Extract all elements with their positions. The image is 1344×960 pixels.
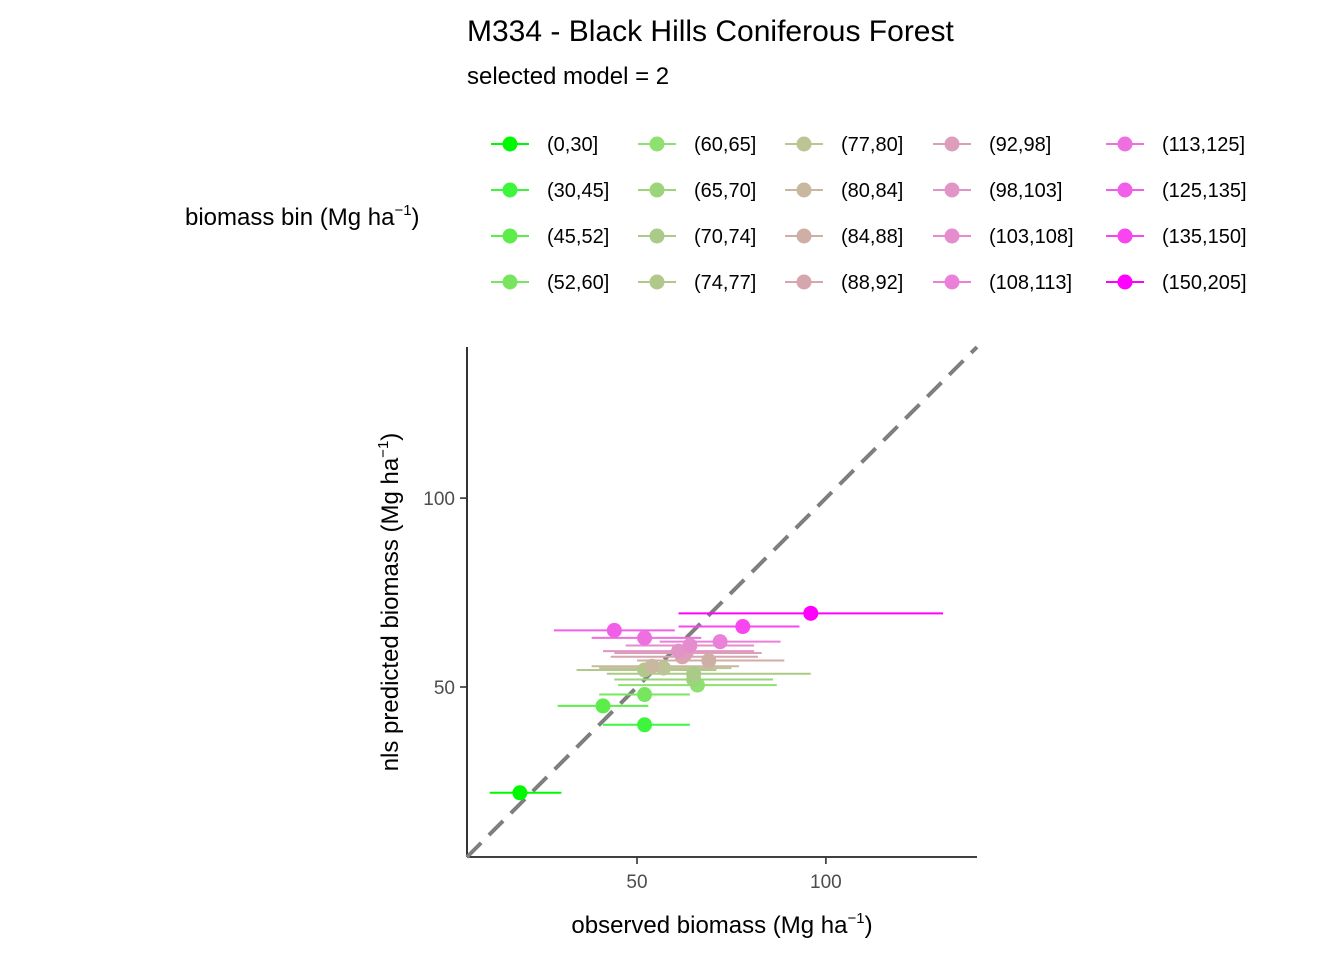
legend-label: (74,77] xyxy=(694,272,756,294)
legend-label: (135,150] xyxy=(1162,226,1247,248)
data-point xyxy=(512,785,528,801)
legend-title-sup: −1 xyxy=(394,202,411,219)
data-point xyxy=(735,619,751,635)
legend-label: (150,205] xyxy=(1162,272,1247,294)
legend-key-dot xyxy=(1117,274,1133,290)
legend-key-dot xyxy=(796,136,812,152)
data-point xyxy=(637,717,653,733)
legend-key-dot xyxy=(944,136,960,152)
y-axis-title: nls predicted biomass (Mg ha−1) xyxy=(375,433,404,772)
legend-label: (80,84] xyxy=(841,180,903,202)
legend-label: (77,80] xyxy=(841,134,903,156)
legend-label: (88,92] xyxy=(841,272,903,294)
chart-subtitle: selected model = 2 xyxy=(467,63,669,90)
plot-panel: 50 100 50 100 xyxy=(423,345,979,893)
legend-key-dot xyxy=(944,228,960,244)
x-axis-title: observed biomass (Mg ha−1) xyxy=(571,910,872,939)
legend-title: biomass bin (Mg ha−1) xyxy=(185,202,420,231)
legend-key-dot xyxy=(1117,228,1133,244)
x-tick-label: 50 xyxy=(626,872,647,893)
legend-key-dot xyxy=(1117,182,1133,198)
legend-label: (45,52] xyxy=(547,226,609,248)
data-point xyxy=(637,630,653,646)
legend-key-dot xyxy=(796,228,812,244)
legend-label: (113,125] xyxy=(1162,134,1245,156)
legend-key-dot xyxy=(502,136,518,152)
data-point xyxy=(644,658,660,674)
legend-title-close: ) xyxy=(412,204,420,231)
legend-label: (103,108] xyxy=(989,226,1074,248)
y-tick-label: 100 xyxy=(423,489,455,510)
legend-key-dot xyxy=(796,274,812,290)
legend-label: (84,88] xyxy=(841,226,903,248)
data-point xyxy=(671,643,687,659)
data-point xyxy=(803,605,819,621)
y-tick-label: 50 xyxy=(434,678,455,699)
x-axis-title-sup: −1 xyxy=(848,910,865,927)
legend-label: (92,98] xyxy=(989,134,1051,156)
legend-label: (30,45] xyxy=(547,180,609,202)
legend-key-dot xyxy=(649,274,665,290)
data-point xyxy=(686,666,702,682)
data-point xyxy=(606,622,622,638)
legend-key-dot xyxy=(649,182,665,198)
legend-label: (52,60] xyxy=(547,272,609,294)
x-axis-title-close: ) xyxy=(865,912,873,939)
legend-key-dot xyxy=(502,228,518,244)
data-points xyxy=(512,605,819,801)
data-point xyxy=(595,698,611,714)
data-point xyxy=(655,660,671,676)
legend-label: (0,30] xyxy=(547,134,598,156)
reference-line xyxy=(465,345,979,859)
axis-ticks: 50 100 50 100 xyxy=(423,489,841,893)
data-point xyxy=(637,687,653,703)
legend-key-dot xyxy=(796,182,812,198)
legend-title-text: biomass bin (Mg ha xyxy=(185,204,395,231)
legend-label: (98,103] xyxy=(989,180,1062,202)
data-point xyxy=(682,637,698,653)
legend-label: (65,70] xyxy=(694,180,756,202)
data-point xyxy=(712,634,728,650)
chart-title: M334 - Black Hills Coniferous Forest xyxy=(467,15,954,48)
legend-key-dot xyxy=(649,136,665,152)
legend-label: (60,65] xyxy=(694,134,756,156)
legend-key-dot xyxy=(944,274,960,290)
y-axis-title-text: nls predicted biomass (Mg ha xyxy=(377,457,404,771)
x-axis-title-text: observed biomass (Mg ha xyxy=(571,912,848,939)
legend-label: (108,113] xyxy=(989,272,1072,294)
legend-key-dot xyxy=(649,228,665,244)
legend-label: (70,74] xyxy=(694,226,756,248)
x-tick-label: 100 xyxy=(810,872,842,893)
legend-key-dot xyxy=(1117,136,1133,152)
data-point xyxy=(701,653,717,669)
legend-label: (125,135] xyxy=(1162,180,1247,202)
legend: (0,30] (30,45] (45,52] (52,60] (60,65] (65,70… xyxy=(491,134,1247,294)
reference-line-group xyxy=(465,345,979,859)
legend-key-dot xyxy=(944,182,960,198)
legend-key-dot xyxy=(502,274,518,290)
y-axis-title-close: ) xyxy=(377,433,404,441)
legend-key-dot xyxy=(502,182,518,198)
y-axis-title-sup: −1 xyxy=(375,441,392,458)
